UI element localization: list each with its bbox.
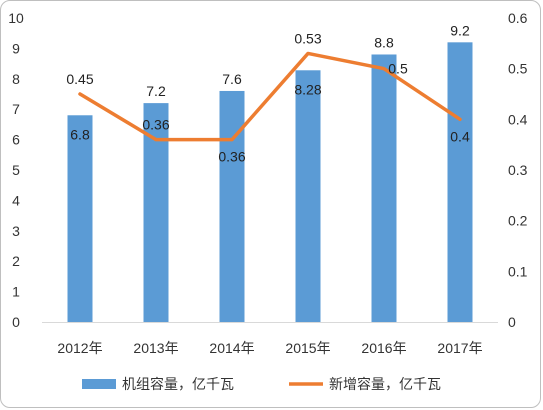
left-tick-label: 8 (12, 71, 20, 87)
left-tick-label: 3 (12, 223, 20, 239)
left-axis-ticks: 0 1 2 3 4 5 6 7 8 9 10 (8, 10, 24, 330)
line-data-label: 0.45 (66, 71, 93, 87)
x-tick-label: 2015年 (285, 340, 330, 356)
line-data-label: 0.53 (294, 30, 321, 46)
x-tick-label: 2012年 (57, 340, 102, 356)
bar (447, 42, 473, 322)
x-tick-label: 2013年 (133, 340, 178, 356)
line-data-label: 0.36 (218, 149, 245, 165)
legend-bar-swatch (82, 379, 116, 389)
bar-data-label: 7.2 (146, 83, 166, 99)
left-tick-label: 9 (12, 40, 20, 56)
right-tick-label: 0 (508, 314, 516, 330)
right-tick-label: 0.5 (508, 61, 528, 77)
bar (295, 70, 321, 323)
left-tick-label: 7 (12, 101, 20, 117)
right-tick-label: 0.6 (508, 10, 528, 26)
right-axis-ticks: 0 0.1 0.2 0.3 0.4 0.5 0.6 (508, 10, 528, 330)
legend: 机组容量，亿千瓦 新增容量，亿千瓦 (82, 376, 441, 393)
line-data-label: 0.36 (142, 117, 169, 133)
legend-bar-label: 机组容量，亿千瓦 (122, 376, 234, 393)
x-tick-label: 2017年 (437, 340, 482, 356)
bar-data-label: 7.6 (222, 71, 242, 87)
right-tick-label: 0.3 (508, 162, 528, 178)
left-tick-label: 6 (12, 132, 20, 148)
bar-series (67, 42, 473, 323)
line-data-label: 0.5 (388, 61, 408, 77)
line-data-label: 0.4 (450, 128, 470, 144)
bar-data-label: 8.28 (294, 81, 321, 97)
bar (219, 90, 245, 323)
bar-data-labels: 6.8 7.2 7.6 8.28 8.8 9.2 (70, 22, 470, 142)
x-tick-label: 2016年 (361, 340, 406, 356)
bar (371, 54, 397, 322)
left-tick-label: 0 (12, 314, 20, 330)
line-data-labels: 0.45 0.36 0.36 0.53 0.5 0.4 (66, 30, 470, 164)
bar-data-label: 9.2 (450, 22, 470, 38)
left-tick-label: 2 (12, 253, 20, 269)
bar (67, 115, 93, 322)
x-axis-ticks: 2012年 2013年 2014年 2015年 2016年 2017年 (57, 340, 482, 356)
right-tick-label: 0.4 (508, 111, 528, 127)
right-tick-label: 0.2 (508, 213, 528, 229)
legend-line-label: 新增容量，亿千瓦 (329, 376, 441, 393)
bar-data-label: 8.8 (374, 34, 394, 50)
right-tick-label: 0.1 (508, 263, 528, 279)
bar-data-label: 6.8 (70, 126, 90, 142)
left-tick-label: 10 (8, 10, 24, 26)
left-tick-label: 5 (12, 162, 20, 178)
line-series (78, 51, 462, 142)
x-tick-label: 2014年 (209, 340, 254, 356)
left-tick-label: 4 (12, 192, 20, 208)
left-tick-label: 1 (12, 284, 20, 300)
